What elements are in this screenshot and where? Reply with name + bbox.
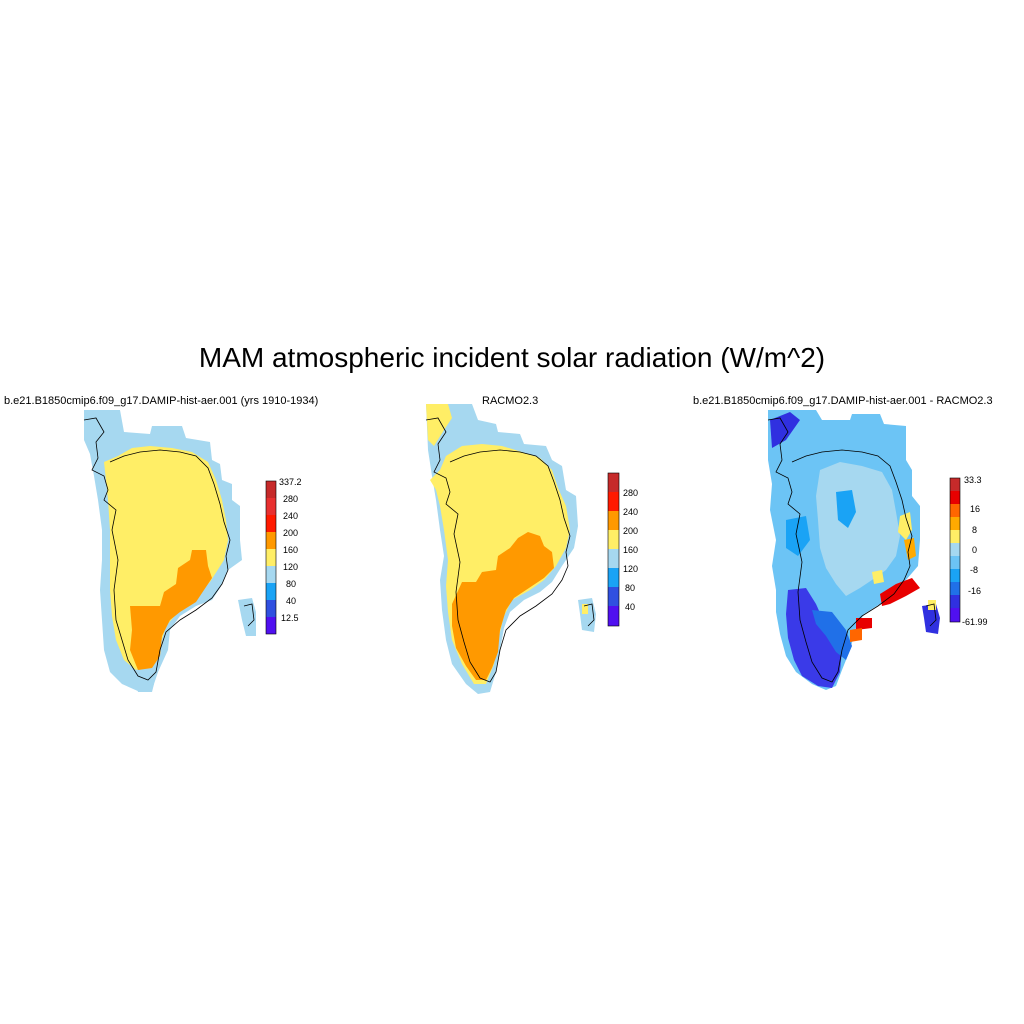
panel-3-field-bluepatch-2 xyxy=(786,516,810,556)
panel-3-field-darkblue xyxy=(770,412,800,448)
cb2-tick-3: 200 xyxy=(623,526,638,536)
cb3-tick-1: 33.3 xyxy=(964,475,982,485)
cb3-box-4 xyxy=(950,517,960,530)
cb3-box-9 xyxy=(950,582,960,595)
cb2-box-7 xyxy=(608,587,619,606)
panel-2-coastline-island xyxy=(583,603,595,627)
cb3-tick-3: 8 xyxy=(972,525,977,535)
cb1-tick-3: 240 xyxy=(283,511,298,521)
panel-2-field-orange xyxy=(452,532,554,680)
panel-3-field-medblue-sw xyxy=(812,610,852,660)
cb2-tick-6: 80 xyxy=(625,583,635,593)
cb1-box-9 xyxy=(266,617,276,634)
cb1-tick-1: 337.2 xyxy=(279,477,302,487)
cb3-tick-2: 16 xyxy=(970,504,980,514)
cb1-box-1 xyxy=(266,481,276,498)
panel-3-field-bluepatch-1 xyxy=(836,490,856,528)
cb1-tick-7: 80 xyxy=(286,579,296,589)
panel-3-field-red xyxy=(880,578,920,606)
panel-1-title: b.e21.B1850cmip6.f09_g17.DAMIP-hist-aer.… xyxy=(4,395,319,407)
cb3-box-6 xyxy=(950,543,960,556)
cb2-tick-4: 160 xyxy=(623,545,638,555)
panel-3-coastline-island xyxy=(925,603,937,627)
panel-2-coastline xyxy=(425,417,571,683)
cb1-box-3 xyxy=(266,515,276,532)
cb2-box-4 xyxy=(608,530,619,549)
panel-3-title: b.e21.B1850cmip6.f09_g17.DAMIP-hist-aer.… xyxy=(693,395,993,407)
panel-2-map xyxy=(425,404,596,694)
panel-2-field-yellow-nw xyxy=(426,404,452,446)
cb2-tick-7: 40 xyxy=(625,602,635,612)
cb1-tick-5: 160 xyxy=(283,545,298,555)
panel-3-coastline xyxy=(767,417,913,683)
cb1-tick-6: 120 xyxy=(283,562,298,572)
panel-1-colorbar: 337.2 280 240 200 160 120 80 40 12.5 xyxy=(265,477,302,635)
panel-1-field-island xyxy=(238,598,256,636)
cb2-tick-1: 280 xyxy=(623,488,638,498)
cb1-tick-4: 200 xyxy=(283,528,298,538)
cb3-box-8 xyxy=(950,569,960,582)
cb2-box-6 xyxy=(608,568,619,587)
panel-3-field-yellow xyxy=(898,512,912,540)
cb2-box-5 xyxy=(608,549,619,568)
panel-2-field-island-yellow xyxy=(582,604,588,614)
panel-2-colorbar: 280 240 200 160 120 80 40 xyxy=(607,472,638,627)
cb1-box-8 xyxy=(266,600,276,617)
cb2-box-2 xyxy=(608,492,619,511)
cb3-box-3 xyxy=(950,504,960,517)
panel-1-coastline xyxy=(83,417,231,681)
cb3-box-11 xyxy=(950,608,960,622)
cb3-tick-4: 0 xyxy=(972,545,977,555)
cb1-box-2 xyxy=(266,498,276,515)
cb2-box-8 xyxy=(608,606,619,626)
cb1-box-4 xyxy=(266,532,276,549)
figure-title: MAM atmospheric incident solar radiation… xyxy=(198,342,826,373)
cb1-box-6 xyxy=(266,566,276,583)
cb2-tick-5: 120 xyxy=(623,564,638,574)
cb2-tick-2: 240 xyxy=(623,507,638,517)
cb1-tick-8: 40 xyxy=(286,596,296,606)
panel-3-map xyxy=(767,410,940,690)
cb3-box-7 xyxy=(950,556,960,569)
cb2-box-1 xyxy=(608,473,619,492)
panel-3-field-darkblue-sw xyxy=(786,588,842,688)
cb3-tick-6: -16 xyxy=(968,586,981,596)
panel-3-field-orange xyxy=(904,538,916,560)
panel-1-field-tip xyxy=(136,684,154,692)
cb3-box-10 xyxy=(950,595,960,608)
panel-1-map xyxy=(83,410,256,692)
panel-3-field-yellow-2 xyxy=(872,570,884,584)
panel-3-field-island-y xyxy=(928,600,936,610)
cb1-tick-9: 12.5 xyxy=(281,613,299,623)
panel-3-field-island xyxy=(922,604,940,634)
cb1-box-7 xyxy=(266,583,276,600)
cb1-tick-2: 280 xyxy=(283,494,298,504)
panel-3-field-red-2 xyxy=(856,618,872,630)
panel-2-title: RACMO2.3 xyxy=(482,395,539,407)
panel-3-field-orange-2 xyxy=(850,628,862,642)
cb1-box-5 xyxy=(266,549,276,566)
cb3-tick-7: -61.99 xyxy=(962,617,988,627)
cb2-box-3 xyxy=(608,511,619,530)
cb3-box-1 xyxy=(950,478,960,491)
cb3-box-5 xyxy=(950,530,960,543)
panel-1-coastline-island xyxy=(243,603,255,627)
cb3-box-2 xyxy=(950,491,960,504)
cb3-tick-5: -8 xyxy=(970,565,978,575)
panel-3-colorbar: 33.3 16 8 0 -8 -16 -61.99 xyxy=(949,475,988,627)
panel-1-field-orange xyxy=(130,550,212,670)
